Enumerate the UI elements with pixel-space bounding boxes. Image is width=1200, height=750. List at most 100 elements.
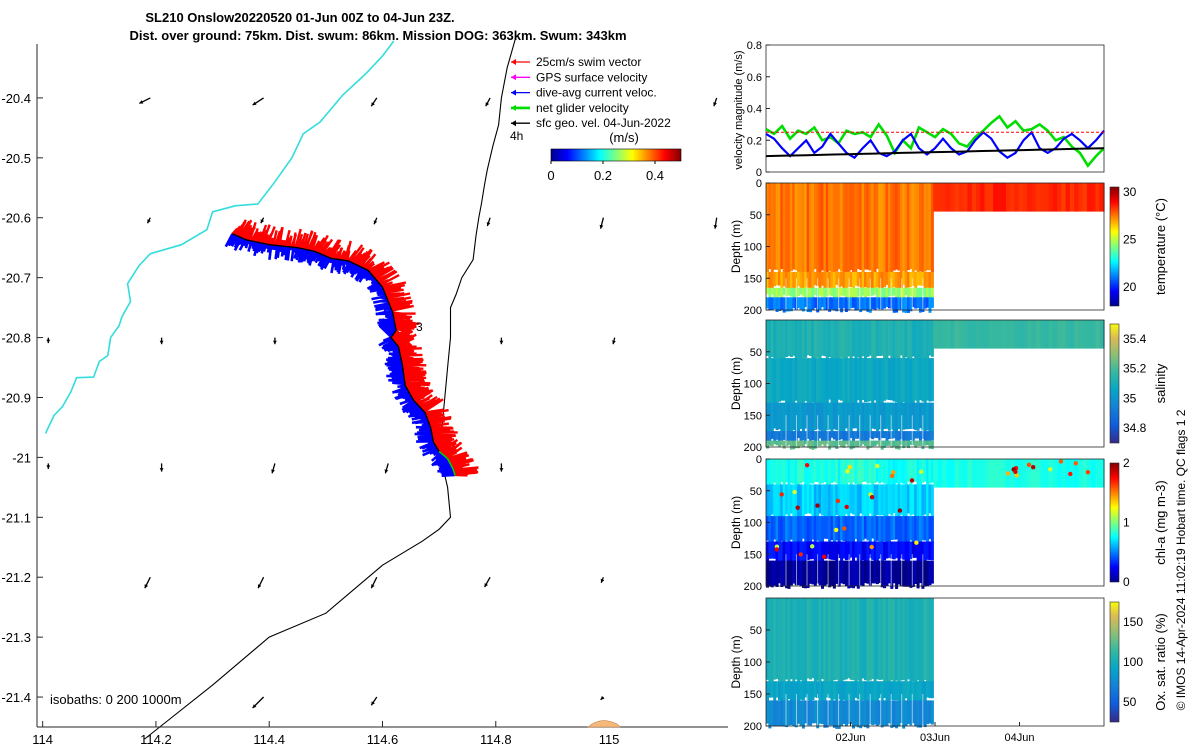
- section-cell: [804, 287, 808, 299]
- section-cell: [914, 402, 918, 431]
- section-cell: [842, 320, 846, 359]
- swim-vector-mark: [423, 398, 444, 413]
- section-cell: [782, 297, 786, 313]
- section-cell: [797, 287, 801, 296]
- section-cell: [830, 358, 834, 403]
- section-cell: [825, 183, 829, 273]
- section-cell: [801, 598, 805, 684]
- swim-vector-mark: [452, 463, 470, 470]
- section-cell: [887, 358, 891, 400]
- section-cell: [875, 183, 879, 269]
- section-cell: [768, 271, 772, 289]
- section-cell: [809, 681, 812, 703]
- section-cell: [801, 358, 805, 403]
- swim-vector-mark: [407, 385, 421, 391]
- net-velocity-line: [438, 450, 456, 476]
- section-cell: [770, 440, 774, 447]
- section-cell: [840, 484, 844, 518]
- current-vector-mark: [354, 267, 364, 281]
- current-vector-mark: [399, 398, 414, 406]
- section-cell: [1078, 320, 1084, 349]
- section-cell: [828, 183, 832, 272]
- surface-current-arrowhead: [147, 219, 151, 224]
- section-cell: [878, 297, 882, 310]
- section-cell: [842, 183, 846, 275]
- section-cell: [923, 516, 927, 541]
- current-vector-mark: [244, 239, 250, 249]
- section-y-tick-label: 50: [750, 625, 762, 637]
- section-cell: [825, 320, 829, 360]
- velocity-series-line: [765, 147, 1105, 158]
- section-cell: [818, 560, 822, 586]
- section-cell: [887, 402, 891, 431]
- section-cell: [919, 271, 922, 286]
- section-cell: [782, 681, 786, 701]
- section-cell: [801, 516, 805, 539]
- swim-vector-mark: [388, 296, 412, 303]
- section-cell: [830, 484, 834, 518]
- section-cell: [904, 681, 908, 699]
- section-cell: [794, 320, 798, 359]
- section-cell: [804, 320, 808, 358]
- section-cell: [890, 598, 894, 681]
- section-cell: [816, 459, 820, 482]
- section-cell: [816, 681, 820, 699]
- chl-highlight-point: [844, 504, 849, 510]
- section-cell: [866, 516, 870, 541]
- section-cell: [782, 287, 786, 295]
- swim-vector-mark: [373, 266, 393, 279]
- section-cell: [780, 297, 784, 310]
- velocity-y-tick-label: 0: [756, 167, 762, 179]
- section-cell: [866, 484, 870, 518]
- section-cell: [804, 598, 808, 683]
- surface-current-arrowhead: [499, 340, 504, 345]
- section-y-label: Depth (m): [729, 357, 743, 410]
- section-cell: [768, 700, 772, 729]
- section-colorbar-tick-label: 50: [1123, 695, 1137, 709]
- section-cell: [797, 560, 801, 586]
- section-cell: [899, 516, 903, 543]
- swim-vector-mark: [296, 233, 304, 249]
- section-cell: [782, 598, 786, 682]
- section-cell: [766, 681, 769, 702]
- section-cell: [797, 516, 801, 544]
- section-cell: [799, 358, 803, 405]
- current-vector-mark: [362, 271, 371, 278]
- section-cell: [844, 402, 848, 429]
- chl-highlight-point: [914, 540, 919, 545]
- section-cell: [801, 440, 805, 447]
- section-cell: [928, 287, 932, 300]
- section-cell: [883, 681, 887, 698]
- section-cell: [871, 700, 875, 726]
- section-cell: [914, 431, 918, 439]
- section-cell: [849, 560, 853, 588]
- section-cell: [856, 287, 860, 297]
- section-cell: [773, 440, 777, 445]
- isobath-line: [144, 37, 517, 740]
- section-cell: [775, 440, 779, 446]
- section-cell: [809, 271, 812, 289]
- section-cell: [967, 183, 973, 212]
- swim-vector-mark: [440, 438, 459, 455]
- chl-highlight-point: [869, 544, 874, 550]
- section-cell: [909, 271, 913, 288]
- current-vector-mark: [409, 400, 416, 406]
- section-cell: [780, 287, 784, 298]
- section-cell: [909, 560, 913, 588]
- section-cell: [923, 320, 927, 359]
- section-cell: [880, 700, 884, 728]
- section-cell: [813, 681, 817, 698]
- section-cell: [844, 320, 848, 360]
- section-cell: [883, 320, 887, 360]
- section-cell: [842, 358, 846, 405]
- section-cell: [811, 516, 815, 540]
- section-cell: [792, 440, 796, 450]
- section-cell: [799, 440, 803, 446]
- section-cell: [811, 598, 815, 679]
- section-cell: [859, 320, 863, 361]
- section-cell: [904, 431, 908, 443]
- section-cell: [907, 358, 910, 406]
- section-cell: [878, 431, 882, 441]
- section-cell: [911, 440, 915, 446]
- section-cell: [880, 320, 884, 356]
